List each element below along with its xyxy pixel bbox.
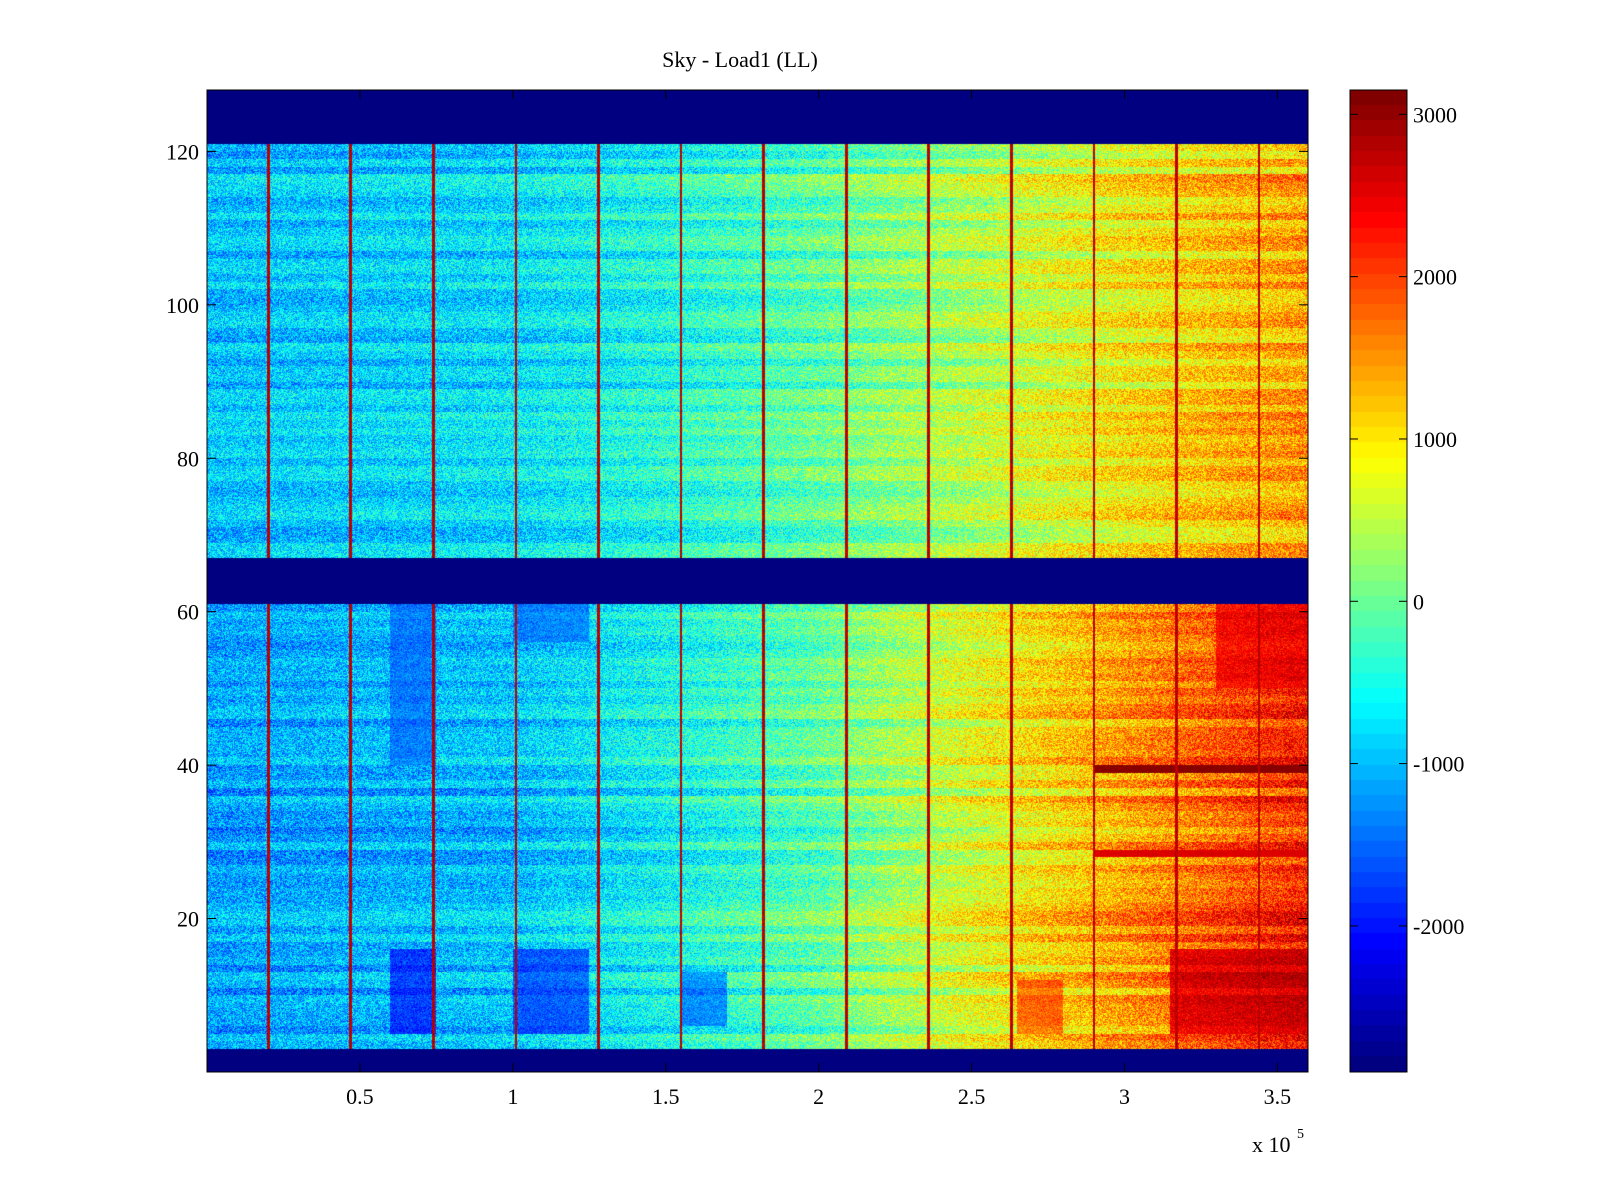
- x-axis: 0.5 1 1.5 2 2.5 3 3.5: [346, 90, 1291, 1109]
- x-tick-label: 2: [813, 1084, 824, 1109]
- y-axis: 20 40 60 80 100 120: [166, 139, 1308, 932]
- colorbar-tick-label: -2000: [1413, 914, 1464, 939]
- colorbar-tick-label: 3000: [1413, 102, 1457, 127]
- x-multiplier-label: x 10: [1252, 1132, 1291, 1157]
- x-multiplier-exponent: 5: [1297, 1127, 1304, 1142]
- heatmap-raster: [207, 90, 1308, 1072]
- plot-frame: [206, 89, 1309, 1073]
- x-tick-label: 1: [507, 1084, 518, 1109]
- x-tick-label: 0.5: [346, 1084, 374, 1109]
- colorbar-ticks: 3000 2000 1000 0 -1000 -2000: [1350, 102, 1464, 939]
- x-multiplier: x 10 5: [1252, 1127, 1304, 1157]
- colorbar: 3000 2000 1000 0 -1000 -2000: [1349, 89, 1464, 1073]
- colorbar-tick-label: 0: [1413, 589, 1424, 614]
- colorbar-frame: [1349, 89, 1408, 1073]
- colorbar-raster-container: [1350, 90, 1407, 1072]
- y-tick-label: 120: [166, 139, 199, 164]
- y-tick-label: 100: [166, 293, 199, 318]
- y-tick-label: 40: [177, 753, 199, 778]
- heatmap: [206, 89, 1309, 1073]
- chart-title: Sky - Load1 (LL): [662, 47, 818, 72]
- heatmap-raster-container: [207, 90, 1308, 1072]
- x-tick-label: 2.5: [958, 1084, 986, 1109]
- colorbar-tick-label: -1000: [1413, 752, 1464, 777]
- colorbar-tick-label: 1000: [1413, 427, 1457, 452]
- x-tick-label: 3.5: [1264, 1084, 1292, 1109]
- x-tick-label: 3: [1119, 1084, 1130, 1109]
- colorbar-tick-label: 2000: [1413, 265, 1457, 290]
- colorbar-raster: [1350, 90, 1407, 1072]
- y-tick-label: 80: [177, 446, 199, 471]
- y-tick-label: 20: [177, 907, 199, 932]
- x-tick-label: 1.5: [652, 1084, 680, 1109]
- y-tick-label: 60: [177, 600, 199, 625]
